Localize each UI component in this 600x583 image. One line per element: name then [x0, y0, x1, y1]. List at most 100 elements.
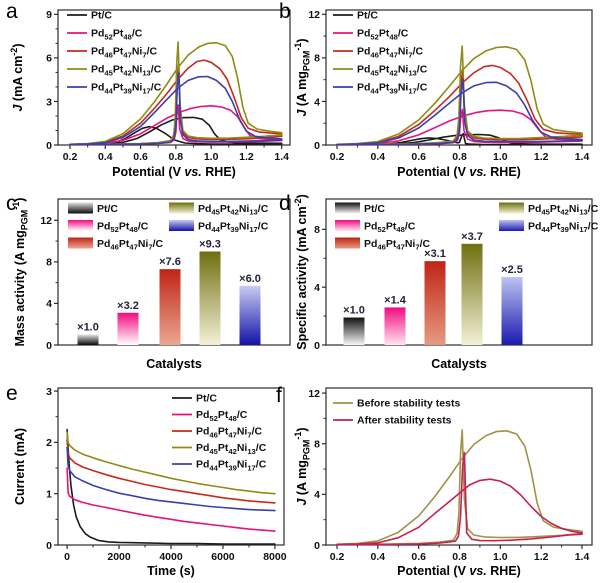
legend-label: Pd46Pt47Ni7/C [196, 426, 262, 440]
legend-swatch [499, 220, 524, 231]
legend-label: Pt/C [357, 10, 378, 22]
y-tick-label: 12 [40, 215, 52, 227]
bar-multiplier-label: ×9.3 [199, 238, 221, 250]
x-axis-title: Potential (V vs. RHE) [397, 165, 521, 179]
y-axis: 0 4 8 12 [40, 215, 58, 352]
panel-f: 0 4 8 12 0.2 0.4 0.6 0.8 1.0 1.2 1.4 Potential (V v… [293, 387, 593, 578]
legend-label: Pd44Pt39Ni17/C [528, 220, 599, 234]
curve-pt-c [336, 132, 583, 146]
y-axis-title: J (A mgPGM-1) [293, 427, 311, 505]
x-axis: 0.2 0.4 0.6 0.8 1.0 1.2 1.4 [330, 145, 590, 163]
x-axis-title: Potential (V vs. RHE) [112, 165, 236, 179]
x-tick-label: 6000 [211, 551, 235, 563]
x-tick-label: 0.8 [452, 551, 467, 563]
legend-swatch [169, 220, 194, 231]
y-tick-label: 2 [46, 437, 52, 449]
legend-label: After stability tests [357, 415, 452, 427]
legend-swatch [169, 202, 194, 214]
x-tick-label: 0.4 [371, 551, 386, 563]
x-tick-label: 0.6 [411, 551, 426, 563]
bar-pt-c [343, 317, 365, 346]
y-tick-label: 3 [46, 96, 52, 108]
legend: Pt/C Pd52Pt48/C Pd46Pt47Ni7/C Pd45Pt42Ni13/… [335, 202, 599, 252]
curve-pd44pt39ni17-c [66, 446, 276, 512]
legend-label: Before stability tests [357, 398, 460, 410]
x-tick-label: 8000 [263, 551, 287, 563]
x-tick-label: 0.8 [169, 151, 184, 163]
legend-label: Pd52Pt48/C [97, 220, 149, 234]
y-tick-label: 4 [46, 298, 52, 310]
x-axis: 0.2 0.4 0.6 0.8 1.0 1.2 1.4 [330, 545, 589, 563]
curve-pd52pt48-c [66, 467, 276, 532]
x-axis-title: Catalysts [146, 357, 202, 371]
legend: Pt/C Pd52Pt48/C Pd46Pt47Ni7/C Pd45Pt42Ni13/… [172, 393, 267, 472]
y-axis-title: Specific activity (mA cm-2) [293, 194, 309, 350]
x-axis-title: Catalysts [431, 357, 487, 371]
y-tick-label: 3 [46, 386, 52, 398]
panel-letter-b: b [279, 0, 291, 23]
x-tick-label: 1.0 [204, 151, 219, 163]
legend-label: Pd52Pt48/C [357, 28, 409, 42]
panel-a: 0 3 6 9 0.2 0.4 0.6 0.8 1.0 1.2 1.4 Potential (V vs… [9, 9, 291, 179]
x-tick-label: 0.4 [98, 151, 113, 163]
y-tick-label: 12 [308, 9, 320, 21]
y-tick-label: 8 [314, 224, 320, 236]
curve-pd45pt42ni13-c [66, 431, 276, 495]
x-tick-label: 0.2 [330, 551, 345, 563]
panel-b: 0 4 8 12 0.2 0.4 0.6 0.8 1.0 1.2 1.4 Potential (V v… [293, 9, 593, 179]
panel-letter-c: c [6, 192, 17, 215]
y-axis: 0 3 6 9 [46, 9, 58, 152]
legend: Pt/C Pd52Pt48/C Pd46Pt47Ni7/C Pd45Pt42Ni13/… [68, 202, 269, 252]
x-tick-label: 1.4 [575, 151, 590, 163]
x-axis-title: Potential (V vs. RHE) [397, 564, 521, 578]
legend-label: Pd45Pt42Ni13/C [528, 203, 599, 217]
bar-pd45pt42ni13-c [199, 251, 221, 345]
x-axis: 0 2000 4000 6000 8000 [64, 545, 287, 563]
curve-pd44pt39ni17-c [69, 72, 283, 146]
panel-e: 0 1 2 3 0 2000 4000 6000 8000 Time (s) Current (mA… [13, 386, 287, 578]
y-axis-title: J (A mgPGM-1) [293, 38, 311, 116]
curve-pd45pt42ni13-c [69, 41, 283, 146]
x-tick-label: 0.6 [411, 151, 426, 163]
legend-label: Pd52Pt48/C [364, 220, 416, 234]
x-tick-label: 1.4 [274, 151, 289, 163]
legend-swatch [68, 220, 93, 231]
legend: Pt/C Pd52Pt48/C Pd46Pt47Ni7/C Pd45Pt42Ni13/… [333, 10, 428, 96]
y-tick-label: 8 [314, 53, 320, 65]
y-tick-label: 4 [314, 489, 320, 501]
curve-pd46pt47ni7-c [66, 439, 276, 504]
y-tick-label: 6 [46, 53, 52, 65]
x-tick-label: 1.2 [534, 551, 549, 563]
y-tick-label: 8 [314, 439, 320, 451]
legend-label: Pd46Pt47Ni7/C [357, 46, 423, 60]
y-tick-label: 4 [314, 96, 320, 108]
x-tick-label: 4000 [159, 551, 183, 563]
legend-label: Pt/C [97, 203, 118, 215]
legend-label: Pd44Pt39Ni17/C [357, 82, 428, 96]
legend-label: Pd45Pt42Ni13/C [196, 442, 267, 456]
x-tick-label: 0.2 [63, 151, 78, 163]
y-axis-title: Mass activity (A mgPGM-1) [11, 198, 29, 347]
y-axis-title: Current (mA) [13, 428, 27, 505]
legend-swatch [68, 237, 93, 249]
x-tick-label: 0.4 [371, 151, 386, 163]
bar-pd46pt47ni7-c [159, 269, 181, 346]
bar-multiplier-label: ×6.0 [239, 273, 261, 285]
panel-letter-e: e [6, 382, 18, 405]
legend-label: Pd45Pt42Ni13/C [91, 64, 162, 78]
bar-pd52pt48-c [117, 312, 139, 345]
bar-multiplier-label: ×7.6 [159, 256, 181, 268]
bar-multiplier-label: ×1.4 [384, 294, 407, 306]
legend-swatch [499, 202, 524, 214]
y-tick-label: 0 [46, 340, 52, 352]
legend-label: Pd46Pt47Ni7/C [97, 238, 163, 252]
panel-c: 0 4 8 12 Catalysts Mass activity (A mgPGM-1) ×… [11, 198, 291, 371]
legend-swatch [335, 237, 360, 249]
curve-pd45pt42ni13-c [336, 45, 583, 146]
legend-label: Pt/C [91, 10, 112, 22]
x-tick-label: 1.0 [493, 551, 508, 563]
y-tick-label: 4 [314, 282, 320, 294]
panel-letter-d: d [279, 192, 291, 215]
